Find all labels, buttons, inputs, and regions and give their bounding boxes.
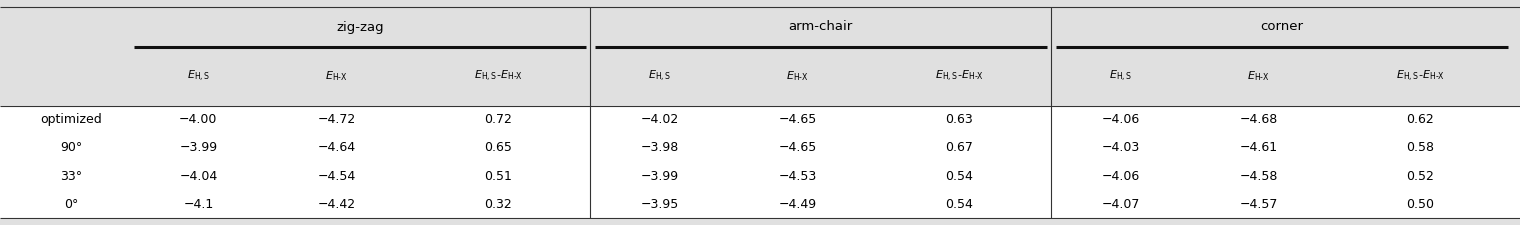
Text: −4.02: −4.02 <box>640 113 678 126</box>
Text: 0.52: 0.52 <box>1406 170 1435 182</box>
Text: −4.07: −4.07 <box>1102 198 1140 211</box>
Text: −3.99: −3.99 <box>179 142 217 154</box>
Text: optimized: optimized <box>40 113 102 126</box>
Text: 0.58: 0.58 <box>1406 142 1435 154</box>
Text: $E_{\rm H,S}$-$E_{\rm H\text{-}X}$: $E_{\rm H,S}$-$E_{\rm H\text{-}X}$ <box>1395 69 1444 84</box>
Text: $E_{\rm H\text{-}X}$: $E_{\rm H\text{-}X}$ <box>786 70 809 83</box>
Text: 0.65: 0.65 <box>483 142 512 154</box>
Text: 0.51: 0.51 <box>483 170 512 182</box>
Text: 0.62: 0.62 <box>1406 113 1433 126</box>
Text: −3.98: −3.98 <box>640 142 678 154</box>
Text: −4.65: −4.65 <box>778 113 816 126</box>
Text: $E_{\rm H\text{-}X}$: $E_{\rm H\text{-}X}$ <box>325 70 348 83</box>
Text: 0.32: 0.32 <box>485 198 512 211</box>
Bar <box>0 7 1520 106</box>
Text: −4.54: −4.54 <box>318 170 356 182</box>
Text: $E_{\rm H,S}$: $E_{\rm H,S}$ <box>648 69 672 84</box>
Text: corner: corner <box>1260 20 1303 34</box>
Text: −4.06: −4.06 <box>1102 170 1140 182</box>
Text: $E_{\rm H,S}$-$E_{\rm H\text{-}X}$: $E_{\rm H,S}$-$E_{\rm H\text{-}X}$ <box>474 69 523 84</box>
Text: −4.1: −4.1 <box>184 198 213 211</box>
Text: −3.99: −3.99 <box>640 170 678 182</box>
Text: −4.42: −4.42 <box>318 198 356 211</box>
Text: 0.67: 0.67 <box>945 142 973 154</box>
Text: −4.06: −4.06 <box>1102 113 1140 126</box>
Text: 0.50: 0.50 <box>1406 198 1435 211</box>
Text: 0°: 0° <box>64 198 78 211</box>
Text: arm-chair: arm-chair <box>789 20 853 34</box>
Text: −4.61: −4.61 <box>1240 142 1278 154</box>
Text: −4.64: −4.64 <box>318 142 356 154</box>
Text: 0.54: 0.54 <box>945 198 973 211</box>
Text: −4.72: −4.72 <box>318 113 356 126</box>
Text: 33°: 33° <box>59 170 82 182</box>
Text: −4.65: −4.65 <box>778 142 816 154</box>
Text: 0.54: 0.54 <box>945 170 973 182</box>
Text: −4.53: −4.53 <box>778 170 816 182</box>
Text: zig-zag: zig-zag <box>336 20 383 34</box>
Text: 0.72: 0.72 <box>483 113 512 126</box>
Text: 90°: 90° <box>59 142 82 154</box>
Text: −4.57: −4.57 <box>1240 198 1278 211</box>
Text: −4.03: −4.03 <box>1102 142 1140 154</box>
Text: −3.95: −3.95 <box>640 198 678 211</box>
Text: −4.49: −4.49 <box>778 198 816 211</box>
Text: −4.00: −4.00 <box>179 113 217 126</box>
Text: $E_{\rm H,S}$-$E_{\rm H\text{-}X}$: $E_{\rm H,S}$-$E_{\rm H\text{-}X}$ <box>935 69 983 84</box>
Text: $E_{\rm H,S}$: $E_{\rm H,S}$ <box>187 69 210 84</box>
Text: −4.58: −4.58 <box>1240 170 1278 182</box>
Text: $E_{\rm H\text{-}X}$: $E_{\rm H\text{-}X}$ <box>1248 70 1271 83</box>
Text: $E_{\rm H,S}$: $E_{\rm H,S}$ <box>1108 69 1132 84</box>
Text: −4.68: −4.68 <box>1240 113 1278 126</box>
Text: 0.63: 0.63 <box>945 113 973 126</box>
Text: −4.04: −4.04 <box>179 170 217 182</box>
Bar <box>0 106 1520 218</box>
